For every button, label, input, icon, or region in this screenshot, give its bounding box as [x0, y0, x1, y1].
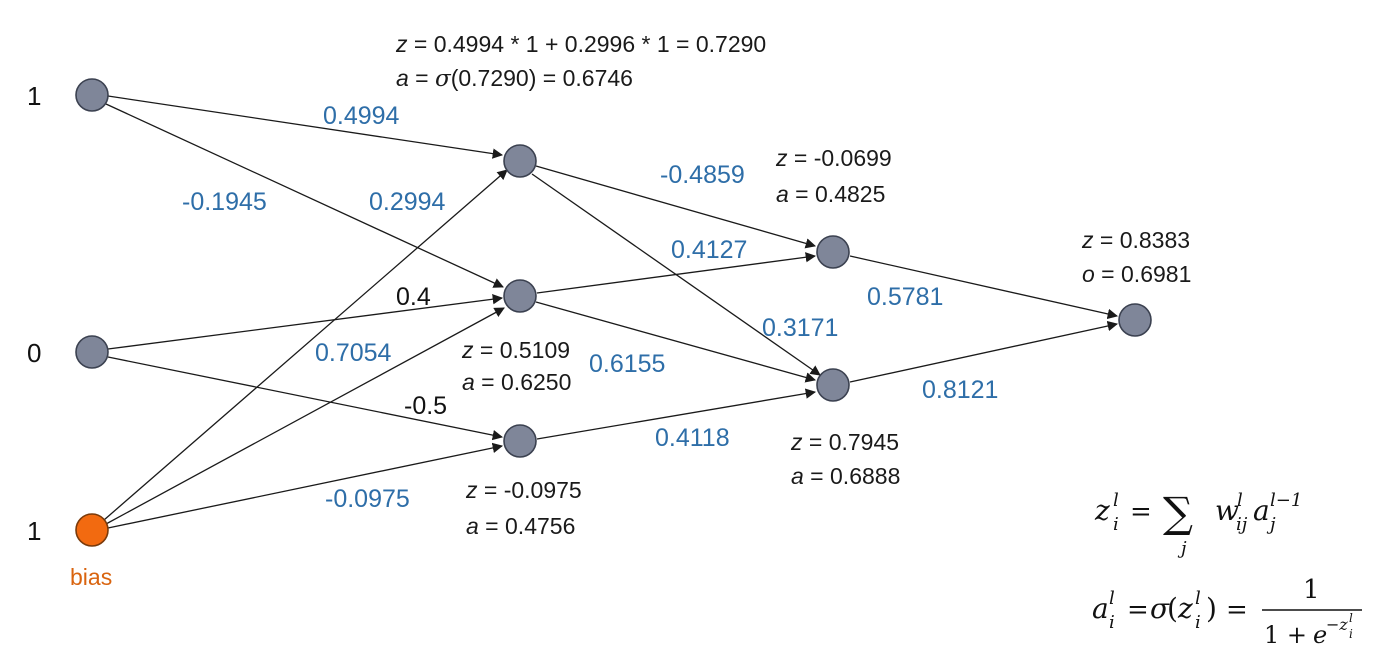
edges [103, 95, 1119, 529]
edge-o1-out [849, 255, 1119, 320]
weight-o1-out: 0.5781 [867, 283, 943, 311]
edge-h2-o1 [536, 252, 817, 294]
weight-h3-o2: 0.4118 [655, 424, 730, 452]
edge-h2-o2 [535, 301, 817, 383]
formula-activation: a l i = σ ( z l i ) = 1 1 + e −z l i [1092, 575, 1362, 649]
svg-text:i: i [1113, 514, 1119, 535]
weight-h1-o1: -0.4859 [660, 161, 745, 189]
svg-text:1 +: 1 + [1264, 621, 1307, 649]
svg-text:): ) [1206, 592, 1217, 625]
hidden-node-1 [503, 144, 537, 178]
weight-i1-h1: 0.4994 [323, 102, 400, 130]
bias-label: bias [70, 564, 112, 590]
svg-text:a: a [1092, 592, 1109, 625]
svg-text:l: l [1349, 611, 1353, 625]
output-o-annotation: o = 0.6981 [1082, 261, 1191, 287]
edge-i2-h3 [107, 356, 504, 441]
svg-text:j: j [1266, 514, 1276, 535]
edge-o2-out [849, 320, 1119, 383]
weight-b-h2: 0.7054 [315, 339, 392, 367]
input-node-2 [75, 335, 109, 369]
hidden-node-2 [503, 279, 537, 313]
svg-text:w: w [1215, 494, 1239, 527]
edge-i2-h2 [107, 294, 504, 350]
weight-b-h1: 0.2994 [369, 188, 446, 216]
layer2-node2-z-annotation: z = 0.7945 [790, 429, 899, 455]
weight-i2-h3: -0.5 [404, 392, 447, 420]
edge-h3-o2 [536, 388, 817, 440]
svg-text:a: a [1253, 494, 1270, 527]
weight-i1-h2: -0.1945 [182, 188, 267, 216]
output-z-annotation: z = 0.8383 [1081, 227, 1190, 253]
svg-text:i: i [1109, 612, 1115, 633]
svg-text:i: i [1349, 627, 1353, 641]
weight-i2-h2: 0.4 [396, 283, 431, 311]
svg-text:1: 1 [1303, 575, 1320, 605]
svg-text:=: = [1226, 595, 1248, 625]
svg-text:l: l [1109, 588, 1115, 609]
input-label-1: 1 [27, 81, 41, 111]
nodes [75, 78, 1152, 547]
edge-h1-o1 [535, 165, 816, 249]
formula-weighted-sum: z l i = ∑ j w l ij a l−1 j [1094, 488, 1302, 559]
svg-text:i: i [1195, 612, 1201, 633]
bias-value-label: 1 [27, 516, 41, 546]
svg-text:=: = [1130, 497, 1152, 527]
hidden1-a-annotation: a = σ(0.7290) = 0.6746 [396, 65, 633, 92]
svg-text:∑: ∑ [1163, 488, 1193, 537]
layer2-node2-a-annotation: a = 0.6888 [791, 463, 900, 489]
svg-text:z: z [1094, 494, 1110, 527]
hidden3-z-annotation: z = -0.0975 [465, 477, 582, 503]
edge-b-h1 [103, 169, 508, 521]
svg-text:l: l [1113, 490, 1119, 511]
hidden2-node-2 [816, 368, 850, 402]
svg-text:−z: −z [1326, 615, 1348, 634]
hidden2-z-annotation: z = 0.5109 [461, 337, 570, 363]
input-label-2: 0 [27, 338, 41, 368]
svg-text:=: = [1127, 595, 1149, 625]
svg-text:z: z [1177, 592, 1193, 625]
hidden1-z-annotation: z = 0.4994 * 1 + 0.2996 * 1 = 0.7290 [395, 31, 766, 57]
svg-text:σ: σ [1150, 592, 1170, 625]
svg-text:l: l [1195, 588, 1201, 609]
weight-h2-o1: 0.4127 [671, 236, 747, 264]
svg-text:ij: ij [1236, 514, 1248, 535]
hidden2-node-1 [816, 235, 850, 269]
hidden-node-3 [503, 424, 537, 458]
edge-b-h3 [107, 442, 504, 529]
weight-h2-o2: 0.6155 [589, 350, 665, 378]
input-node-1 [75, 78, 109, 112]
weight-h1-o2: 0.3171 [762, 314, 838, 342]
svg-text:j: j [1177, 538, 1187, 559]
layer2-node1-a-annotation: a = 0.4825 [776, 181, 885, 207]
edge-i1-h2 [105, 103, 504, 288]
weight-b-h3: -0.0975 [325, 485, 410, 513]
svg-text:l−1: l−1 [1270, 490, 1302, 511]
edge-b-h2 [105, 307, 505, 525]
weight-o2-out: 0.8121 [922, 376, 998, 404]
hidden3-a-annotation: a = 0.4756 [466, 513, 575, 539]
hidden2-a-annotation: a = 0.6250 [462, 369, 571, 395]
svg-text:l: l [1237, 490, 1243, 511]
bias-node [75, 513, 109, 547]
layer2-node1-z-annotation: z = -0.0699 [775, 145, 892, 171]
edge-i1-h1 [107, 95, 504, 159]
svg-text:(: ( [1167, 592, 1178, 625]
output-node [1118, 303, 1152, 337]
svg-text:e: e [1313, 621, 1327, 649]
